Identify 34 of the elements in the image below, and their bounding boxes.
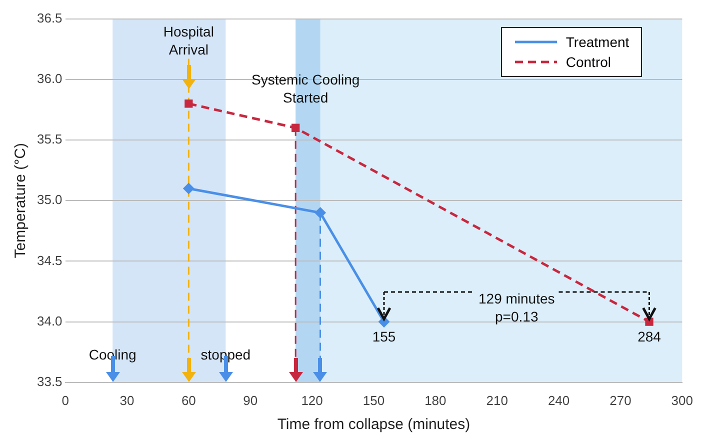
point [292,124,300,132]
annotation: 284 [638,328,662,345]
x-tick-label: 180 [424,392,446,408]
legend-label: Treatment [566,32,630,52]
annotation: 129 minutes [478,290,555,307]
x-tick-label: 270 [610,392,632,408]
x-tick-label: 120 [301,392,323,408]
x-axis-title: Time from collapse (minutes) [277,416,470,434]
x-tick-label: 0 [62,392,69,408]
point [184,100,193,108]
legend-label: Control [566,52,612,72]
y-tick-label: 34.5 [36,252,62,268]
ref-line-label: Hospital Arrival [163,24,214,58]
y-tick-label: 33.5 [36,374,62,389]
y-tick-label: 36.0 [36,70,62,86]
x-tick-label: 240 [548,392,570,408]
x-tick-label: 210 [486,392,508,408]
y-axis-title: Temperature (°C) [12,143,30,258]
point [315,207,326,218]
x-tick-label: 150 [362,392,385,408]
x-tick-label: 60 [181,392,196,408]
point [183,183,194,194]
y-tick-label: 36.5 [36,10,62,26]
y-tick-label: 34.0 [36,313,62,328]
x-tick-label: 90 [243,392,258,408]
y-tick-label: 35.5 [36,132,62,147]
x-tick-label: 300 [671,392,694,408]
annotation: stopped [200,346,251,363]
annotation: 155 [372,328,396,345]
y-tick-label: 35.0 [36,192,62,208]
x-tick-label: 30 [120,392,134,408]
annotation: Cooling [88,346,136,363]
annotation: p=0.13 [495,308,538,325]
band-label: Systemic Cooling Started [252,72,360,106]
